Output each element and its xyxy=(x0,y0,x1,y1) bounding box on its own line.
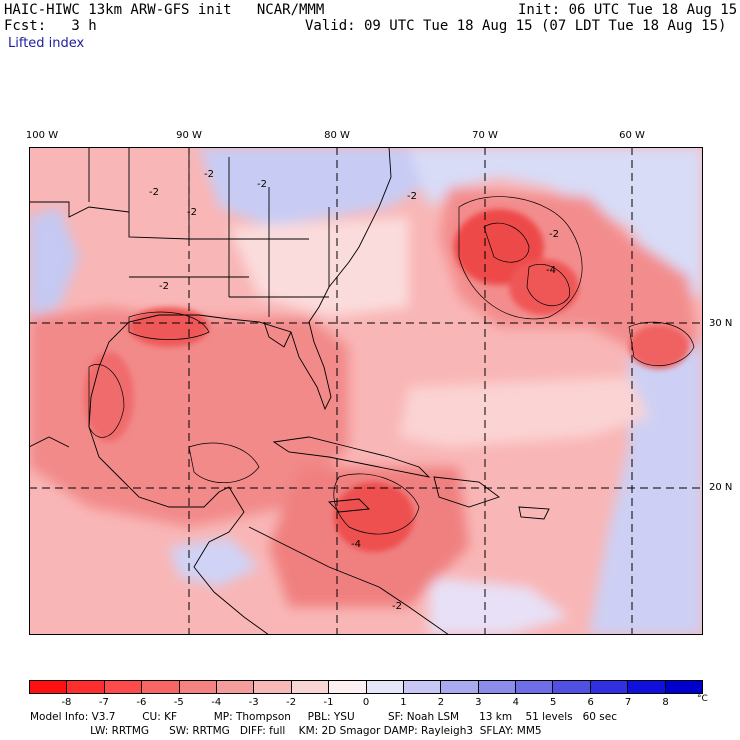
lon-label-70w: 70 W xyxy=(472,130,498,141)
color-scale-label: -8 xyxy=(61,697,72,708)
contour-label: -2 xyxy=(549,229,559,240)
map-frame xyxy=(29,147,703,635)
color-scale-label: 6 xyxy=(587,697,594,708)
contour-label: -2 xyxy=(257,179,267,190)
lon-label-90w: 90 W xyxy=(176,130,202,141)
color-scale-label: -6 xyxy=(136,697,147,708)
color-scale-swatch xyxy=(329,681,367,693)
neutral-area-southeast-us xyxy=(229,217,409,317)
color-scale-swatch xyxy=(104,681,143,693)
lon-label-80w: 80 W xyxy=(324,130,350,141)
color-scale-label: -1 xyxy=(323,697,334,708)
color-scale-label: -3 xyxy=(248,697,259,708)
latlon-grid xyxy=(29,147,703,635)
model-title: HAIC-HIWC 13km ARW-GFS init NCAR/MMM xyxy=(4,2,325,18)
contour-label: -2 xyxy=(159,281,169,292)
color-scale-swatch xyxy=(516,681,554,693)
stable-area-central-america xyxy=(169,537,259,587)
stable-area-east-atlantic xyxy=(589,337,703,635)
us-state-border-1 xyxy=(29,201,190,240)
mexico-inland xyxy=(29,436,70,448)
color-scale-label: 5 xyxy=(550,697,557,708)
color-scale-label: 1 xyxy=(400,697,407,708)
contour-label: -2 xyxy=(204,169,214,180)
color-scale-label: -2 xyxy=(286,697,297,708)
color-scale-label: 2 xyxy=(437,697,445,708)
model-info-line-2: LW: RRTMG SW: RRTMG DIFF: full KM: 2D Sm… xyxy=(30,725,542,737)
contour-atlantic-d xyxy=(628,321,695,366)
valid-time: Valid: 09 UTC Tue 18 Aug 15 (07 LDT Tue … xyxy=(305,18,727,34)
color-scale-swatch xyxy=(590,681,629,693)
color-scale-swatch xyxy=(628,681,666,693)
color-scale-swatch xyxy=(403,681,442,693)
stable-area-north-atlantic xyxy=(409,147,703,297)
coastlines xyxy=(29,147,550,635)
color-scale-label: -5 xyxy=(173,697,184,708)
field-name: Lifted index xyxy=(8,36,85,51)
contour-label: -4 xyxy=(546,265,556,276)
stable-area-caribbean-south xyxy=(429,577,569,635)
color-scale-swatch xyxy=(665,681,703,693)
gulf-coastline xyxy=(88,147,392,635)
contour-atlantic-a xyxy=(458,196,583,320)
color-scale-swatch xyxy=(254,681,292,693)
contour-label: -2 xyxy=(407,191,417,202)
core-west-gulf xyxy=(84,352,134,442)
contours xyxy=(88,196,695,535)
contour-caribbean-a xyxy=(333,473,420,535)
stable-area-west xyxy=(29,207,79,317)
color-scale-label: 8 xyxy=(662,697,669,708)
neutral-area-atlantic xyxy=(399,377,649,447)
color-scale-swatch xyxy=(291,681,330,693)
core-gulf-coast xyxy=(129,307,209,347)
color-scale-swatch xyxy=(179,681,217,693)
color-scale-bar xyxy=(29,680,703,694)
puerto-rico xyxy=(518,506,550,520)
color-scale-swatch xyxy=(553,681,591,693)
color-scale-swatch xyxy=(478,681,517,693)
lon-label-100w: 100 W xyxy=(25,130,59,141)
color-scale-unit: °C xyxy=(697,694,708,704)
cuba xyxy=(272,436,431,478)
jamaica xyxy=(328,498,370,513)
contour-value-labels: -2 -2 -2 -2 -2 -4 -4 -2 -2 -2 xyxy=(149,169,559,612)
contour-label: -2 xyxy=(392,601,402,612)
color-scale-swatch xyxy=(30,681,68,693)
hispaniola xyxy=(433,476,500,508)
color-scale-swatch xyxy=(67,681,105,693)
lon-label-60w: 60 W xyxy=(619,130,645,141)
contour-label: -2 xyxy=(149,187,159,198)
color-scale-swatch xyxy=(216,681,255,693)
color-scale-label: -7 xyxy=(98,697,109,708)
model-info-line-1: Model Info: V3.7 CU: KF MP: Thompson PBL… xyxy=(30,711,617,723)
core-caribbean xyxy=(334,482,414,552)
core-atlantic-3 xyxy=(629,325,689,369)
color-scale-label: 7 xyxy=(624,697,632,708)
color-scale-label: 4 xyxy=(512,697,519,708)
contour-west-gulf xyxy=(88,364,125,438)
forecast-hour: Fcst: 3 h xyxy=(4,18,97,34)
color-scale-label: 0 xyxy=(362,697,370,708)
contour-atlantic-b xyxy=(483,222,530,263)
lat-label-30n: 30 N xyxy=(709,318,733,329)
florida-west-coast xyxy=(263,321,292,348)
contour-gulf-a xyxy=(128,311,210,340)
color-scale-swatch xyxy=(366,681,404,693)
color-scale-swatch xyxy=(142,681,180,693)
stable-area-ohio-valley xyxy=(199,147,429,227)
contour-label: -2 xyxy=(187,207,197,218)
lat-label-20n: 20 N xyxy=(709,482,733,493)
color-scale-swatch xyxy=(441,681,479,693)
color-scale-label: 3 xyxy=(475,697,482,708)
color-scale-label: -4 xyxy=(211,697,222,708)
core-atlantic-2 xyxy=(509,259,579,315)
central-south-america-coast xyxy=(248,526,450,635)
contour-label: -4 xyxy=(351,539,361,550)
init-time: Init: 06 UTC Tue 18 Aug 15 xyxy=(518,2,738,18)
contour-gulf-b xyxy=(188,442,260,483)
lifted-index-map: -2 -2 -2 -2 -2 -4 -4 -2 -2 -2 xyxy=(29,147,703,635)
contour-atlantic-c xyxy=(526,264,570,306)
